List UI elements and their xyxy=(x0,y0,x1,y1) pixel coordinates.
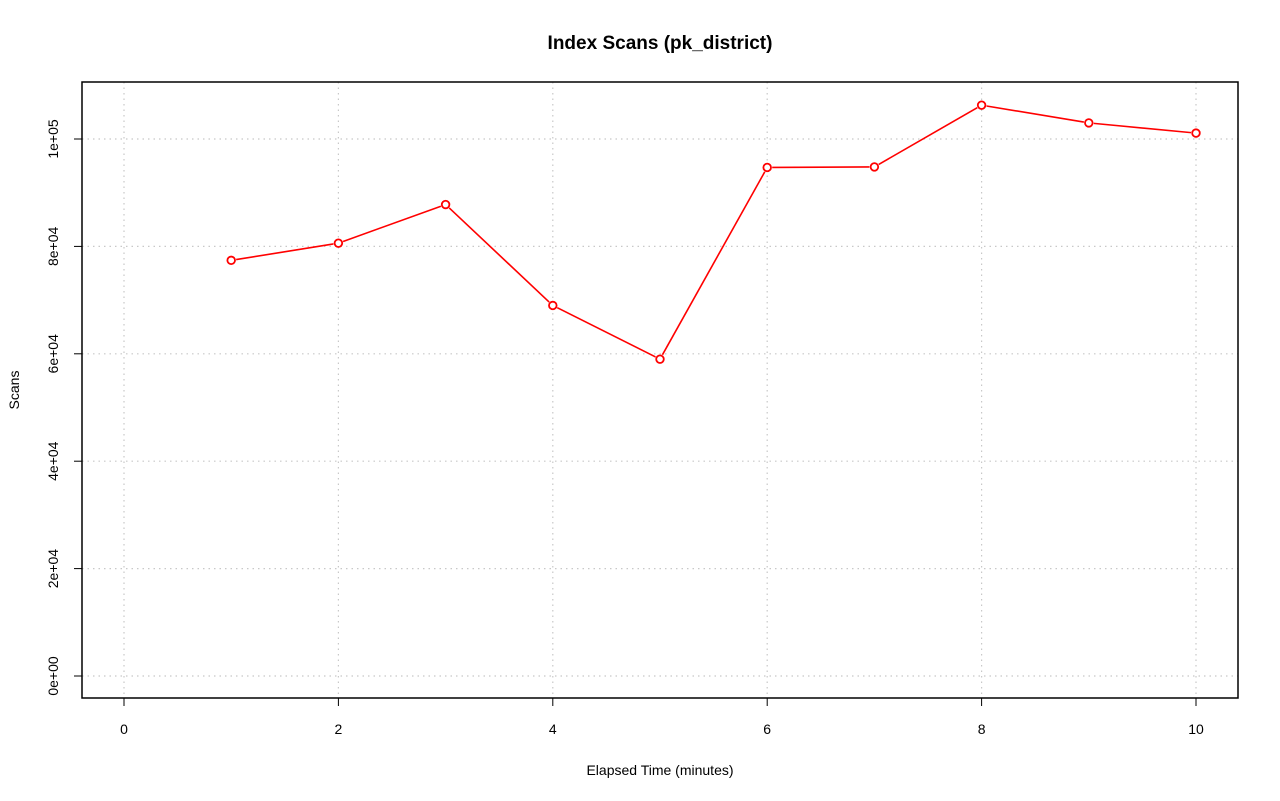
x-axis-label: Elapsed Time (minutes) xyxy=(586,762,733,778)
data-point xyxy=(440,199,451,210)
x-axis: 0 2 4 6 8 10 xyxy=(120,698,1204,737)
series-line-segment xyxy=(342,205,442,243)
x-tick-label: 8 xyxy=(978,721,986,737)
x-tick-label: 2 xyxy=(335,721,343,737)
data-point xyxy=(226,255,236,266)
y-tick-label: 6e+04 xyxy=(45,334,61,374)
series-line-segment xyxy=(236,243,334,261)
series-0 xyxy=(226,100,1201,364)
series-line-segment xyxy=(661,171,766,356)
y-tick-label: 1e+05 xyxy=(45,119,61,159)
plot-area-border xyxy=(81,81,1239,699)
series-line-segment xyxy=(1093,122,1192,134)
y-tick-label: 8e+04 xyxy=(45,227,61,267)
data-point xyxy=(1191,128,1201,138)
data-point xyxy=(548,300,558,311)
y-tick-label: 0e+00 xyxy=(45,656,61,696)
y-axis-label: Scans xyxy=(6,371,22,410)
series-line-segment xyxy=(556,306,656,358)
data-point xyxy=(1084,118,1094,128)
x-tick-label: 10 xyxy=(1188,721,1204,737)
data-point xyxy=(333,238,344,248)
data-point xyxy=(869,162,880,172)
data-point xyxy=(655,354,665,364)
data-point xyxy=(762,162,772,173)
x-tick-label: 6 xyxy=(763,721,771,737)
chart-title: Index Scans (pk_district) xyxy=(548,33,773,54)
x-tick-label: 0 xyxy=(120,721,128,737)
y-tick-label: 4e+04 xyxy=(45,441,61,481)
data-series xyxy=(226,100,1201,364)
y-axis: 0e+00 2e+04 4e+04 6e+04 8e+04 1e+05 xyxy=(45,119,82,696)
series-line-segment xyxy=(878,106,978,166)
x-tick-label: 4 xyxy=(549,721,557,737)
y-tick-label: 2e+04 xyxy=(45,549,61,589)
series-line-segment xyxy=(986,105,1084,123)
series-line-segment xyxy=(448,207,550,303)
grid xyxy=(82,82,1238,698)
data-point xyxy=(976,100,987,110)
